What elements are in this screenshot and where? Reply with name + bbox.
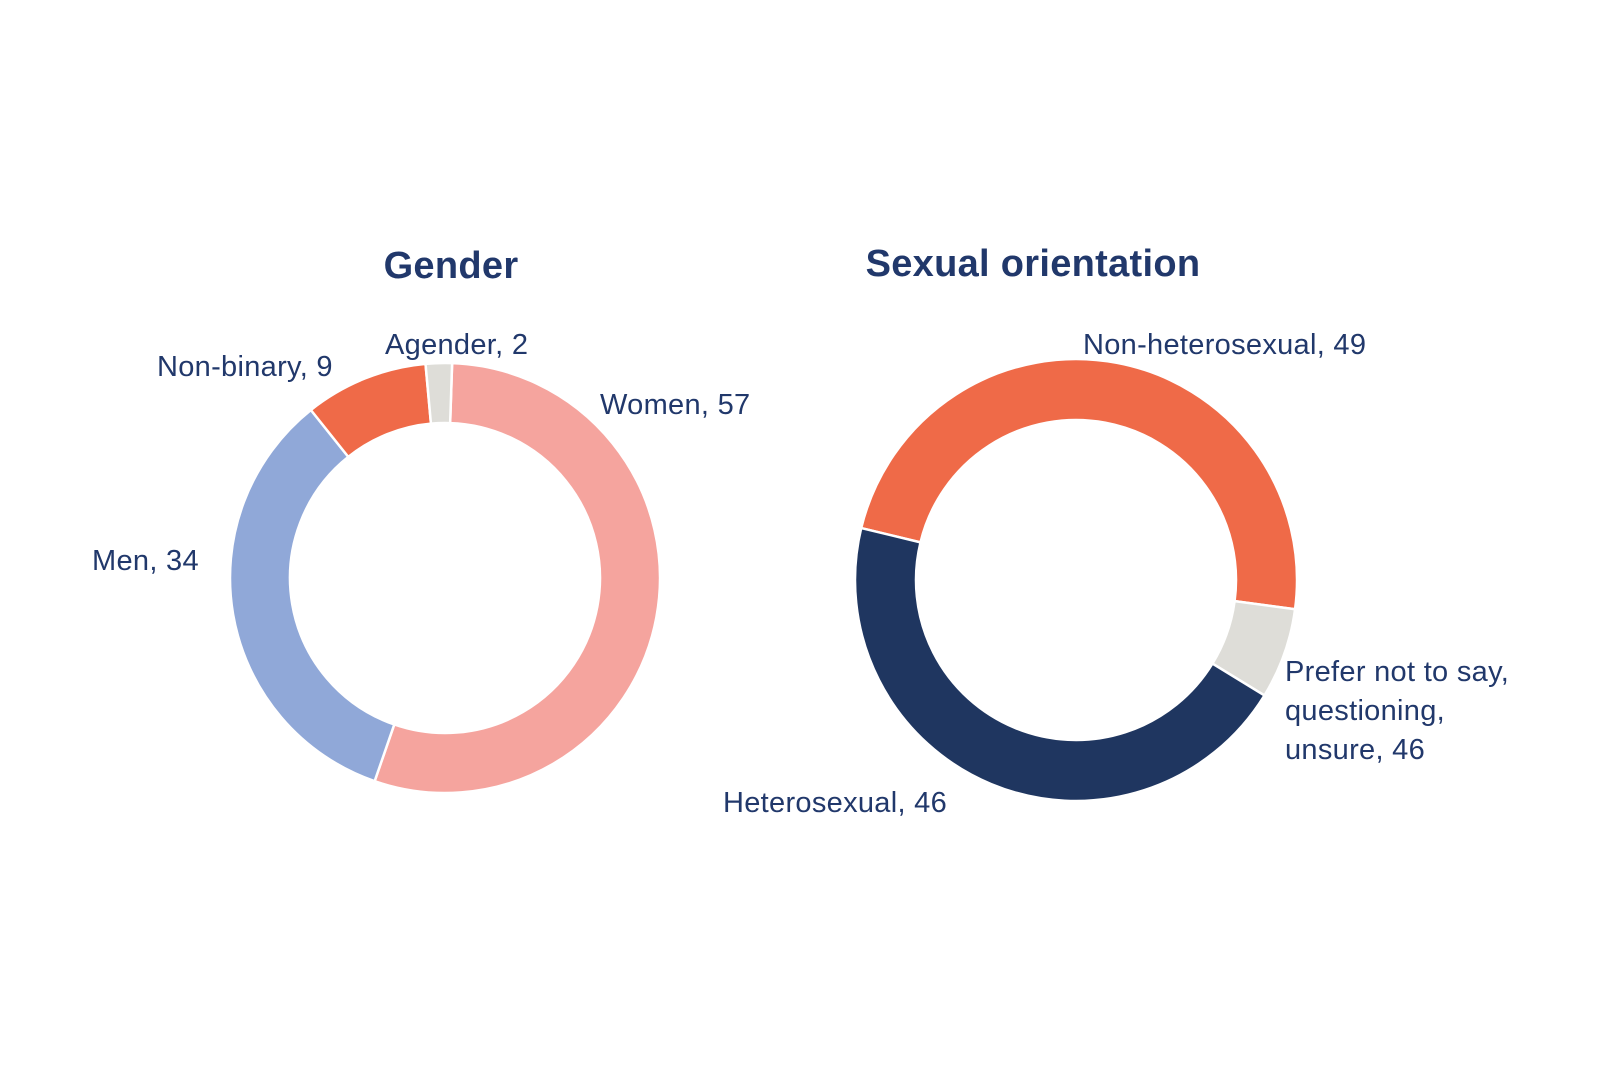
donut-slice-agender bbox=[424, 361, 454, 425]
donut-slice-heterosexual bbox=[853, 526, 1266, 803]
data-label-heterosexual: Heterosexual, 46 bbox=[723, 787, 948, 819]
data-label-prefer-not-to-say: Prefer not to say, questioning, unsure, 46 bbox=[1285, 656, 1510, 766]
donut-slice-non-heterosexual bbox=[859, 357, 1299, 611]
data-label-women: Women, 57 bbox=[600, 389, 751, 421]
donut-slice-women bbox=[373, 361, 662, 795]
donut-slice-men bbox=[228, 408, 396, 783]
data-label-men: Men, 34 bbox=[92, 545, 199, 577]
data-label-agender: Agender, 2 bbox=[385, 329, 529, 361]
data-label-non-heterosexual: Non-heterosexual, 49 bbox=[1083, 329, 1367, 361]
data-label-non-binary: Non-binary, 9 bbox=[157, 351, 333, 383]
sexual-orientation-donut bbox=[853, 357, 1299, 803]
sexual-orientation-chart-title: Sexual orientation bbox=[865, 243, 1201, 285]
gender-chart-title: Gender bbox=[383, 245, 519, 287]
gender-donut bbox=[228, 361, 662, 795]
